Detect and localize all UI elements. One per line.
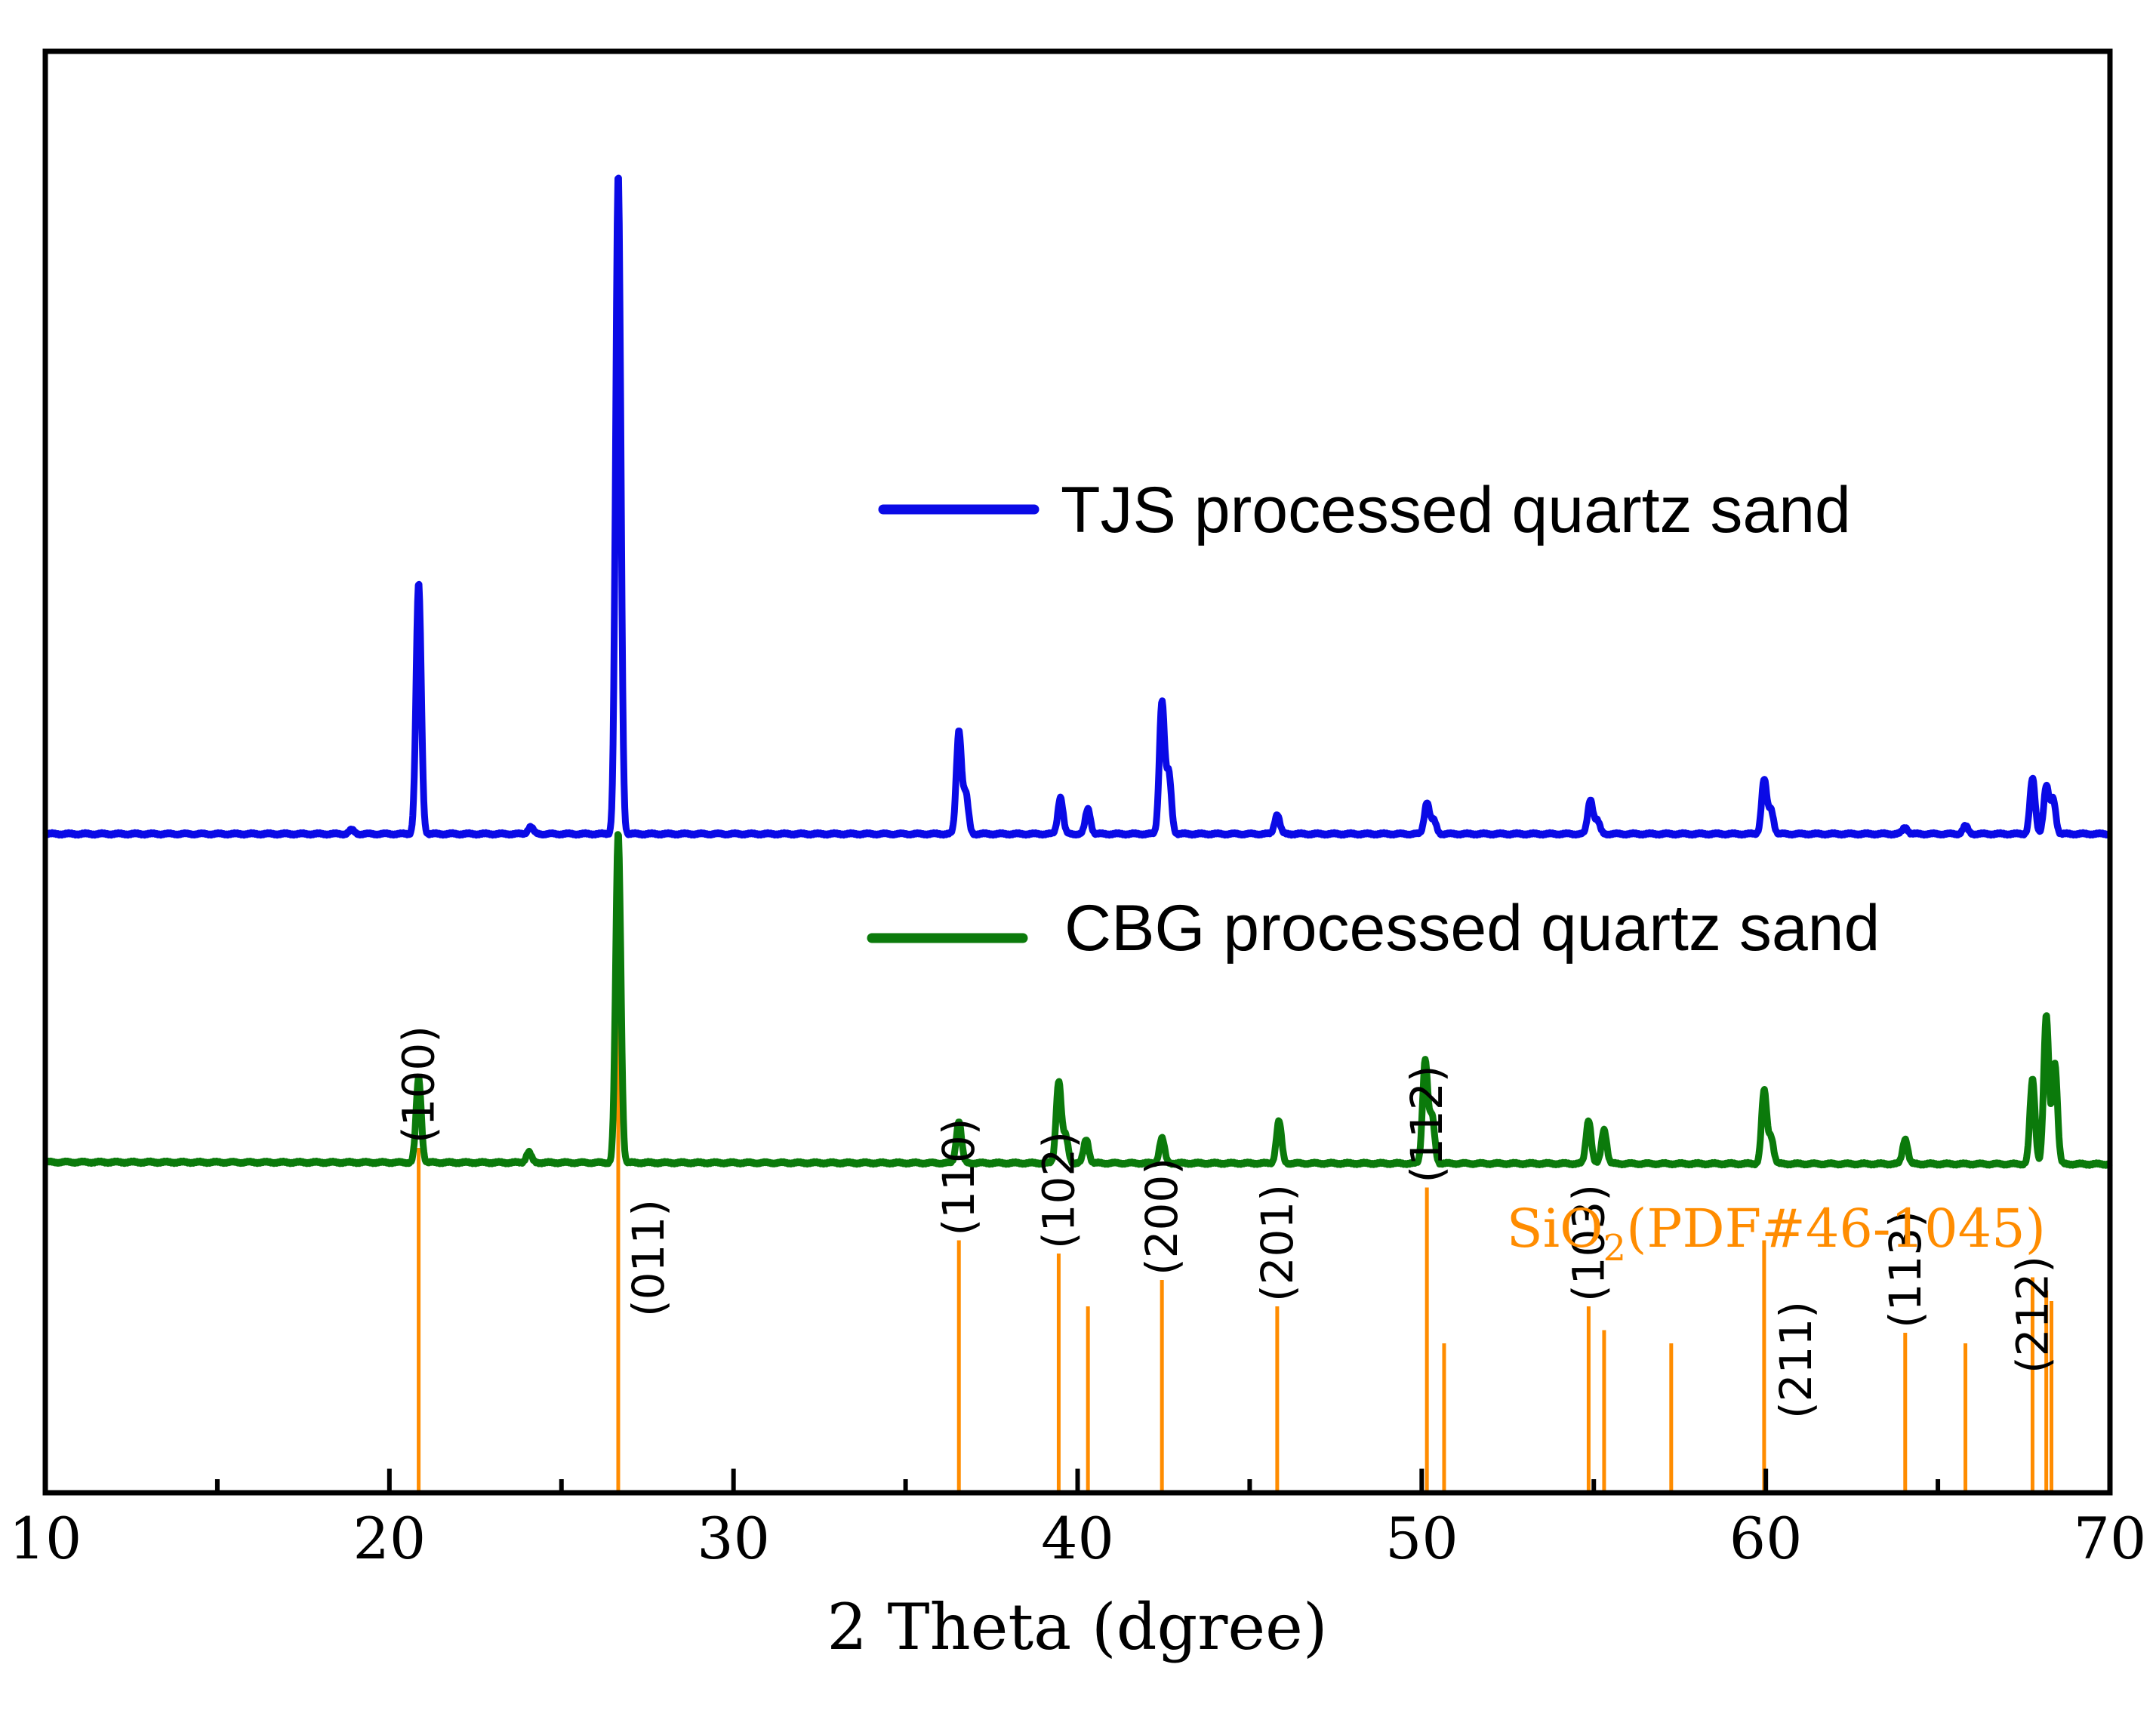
hkl-label: (100)	[393, 1026, 445, 1143]
hkl-label: (112)	[1401, 1066, 1452, 1183]
series-layer	[42, 174, 2113, 1169]
series-line-cbg	[42, 831, 2113, 1169]
x-tick-label: 20	[353, 1505, 426, 1572]
x-tick-label: 30	[697, 1505, 770, 1572]
hkl-labels: (100) (011) (110) (102) (200) (201) (112) (103)…	[393, 1026, 2059, 1419]
x-axis-title: 2 Theta (dgree)	[827, 1590, 1327, 1664]
x-tick-label: 70	[2074, 1505, 2147, 1572]
hkl-label: (011)	[623, 1199, 674, 1317]
x-tick-label: 40	[1041, 1505, 1114, 1572]
plot-frame	[42, 48, 2113, 1496]
hkl-label: (211)	[1770, 1301, 1822, 1419]
series-line-tjs	[42, 174, 2113, 839]
reference-pattern	[417, 870, 2054, 1491]
hkl-label: (201)	[1252, 1184, 1303, 1302]
legend-label-cbg: CBG processed quartz sand	[1064, 892, 1880, 964]
x-axis-tick-labels: 10 20 30 40 50 60 70	[9, 1505, 2147, 1572]
x-tick-label: 50	[1385, 1505, 1458, 1572]
hkl-label: (102)	[1033, 1131, 1084, 1249]
x-tick-label: 10	[9, 1505, 82, 1572]
hkl-label: (200)	[1136, 1158, 1187, 1275]
legend: TJS processed quartz sand CBG processed …	[867, 474, 1880, 964]
hkl-label: (110)	[933, 1118, 984, 1236]
hkl-label: (103)	[1563, 1184, 1614, 1302]
hkl-label: (212)	[2007, 1256, 2058, 1374]
reference-title: SiO2(PDF#46-1045)	[1507, 1198, 2046, 1269]
x-axis-ticks	[43, 1469, 2112, 1493]
legend-label-tjs: TJS processed quartz sand	[1061, 474, 1851, 546]
x-tick-label: 60	[1729, 1505, 1803, 1572]
hkl-label: (113)	[1880, 1211, 1931, 1328]
